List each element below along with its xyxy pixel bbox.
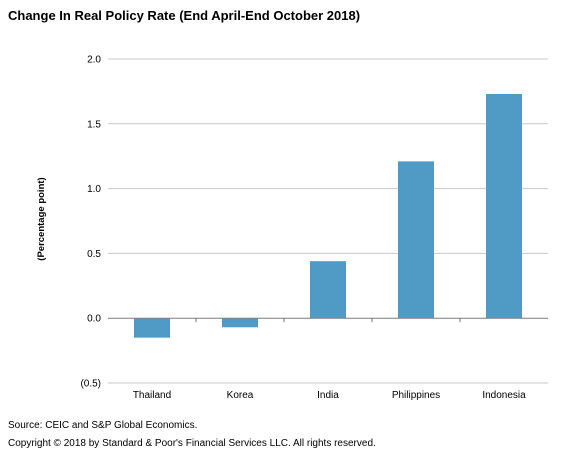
source-note: Source: CEIC and S&P Global Economics. — [8, 420, 198, 431]
bar-philippines — [398, 161, 434, 319]
bar-korea — [222, 318, 258, 328]
x-tick-label: Philippines — [392, 390, 440, 401]
bar-thailand — [134, 318, 170, 338]
y-tick-label: (0.5) — [80, 379, 101, 390]
y-axis-label: (Percentage point) — [36, 177, 47, 260]
bar-india — [310, 261, 346, 319]
chart-title: Change In Real Policy Rate (End April-En… — [8, 8, 361, 23]
x-tick-label: Indonesia — [482, 390, 526, 401]
zero-line — [108, 317, 548, 323]
x-tick-labels: Thailand Korea India Philippines Indonesia — [133, 390, 526, 401]
y-tick-label: 1.5 — [87, 119, 101, 130]
y-tick-label: 1.0 — [87, 184, 101, 195]
x-tick-label: Korea — [227, 390, 254, 401]
bar-indonesia — [486, 93, 522, 319]
y-tick-label: 2.0 — [87, 55, 101, 66]
gridlines — [108, 58, 548, 384]
x-tick-label: India — [317, 390, 339, 401]
copyright-note: Copyright © 2018 by Standard & Poor's Fi… — [8, 438, 376, 449]
y-tick-label: 0.5 — [87, 249, 101, 260]
bars — [134, 93, 522, 338]
y-tick-label: 0.0 — [87, 314, 101, 325]
y-tick-labels: (0.5) 0.0 0.5 1.0 1.5 2.0 — [80, 55, 101, 390]
x-tick-label: Thailand — [133, 390, 171, 401]
